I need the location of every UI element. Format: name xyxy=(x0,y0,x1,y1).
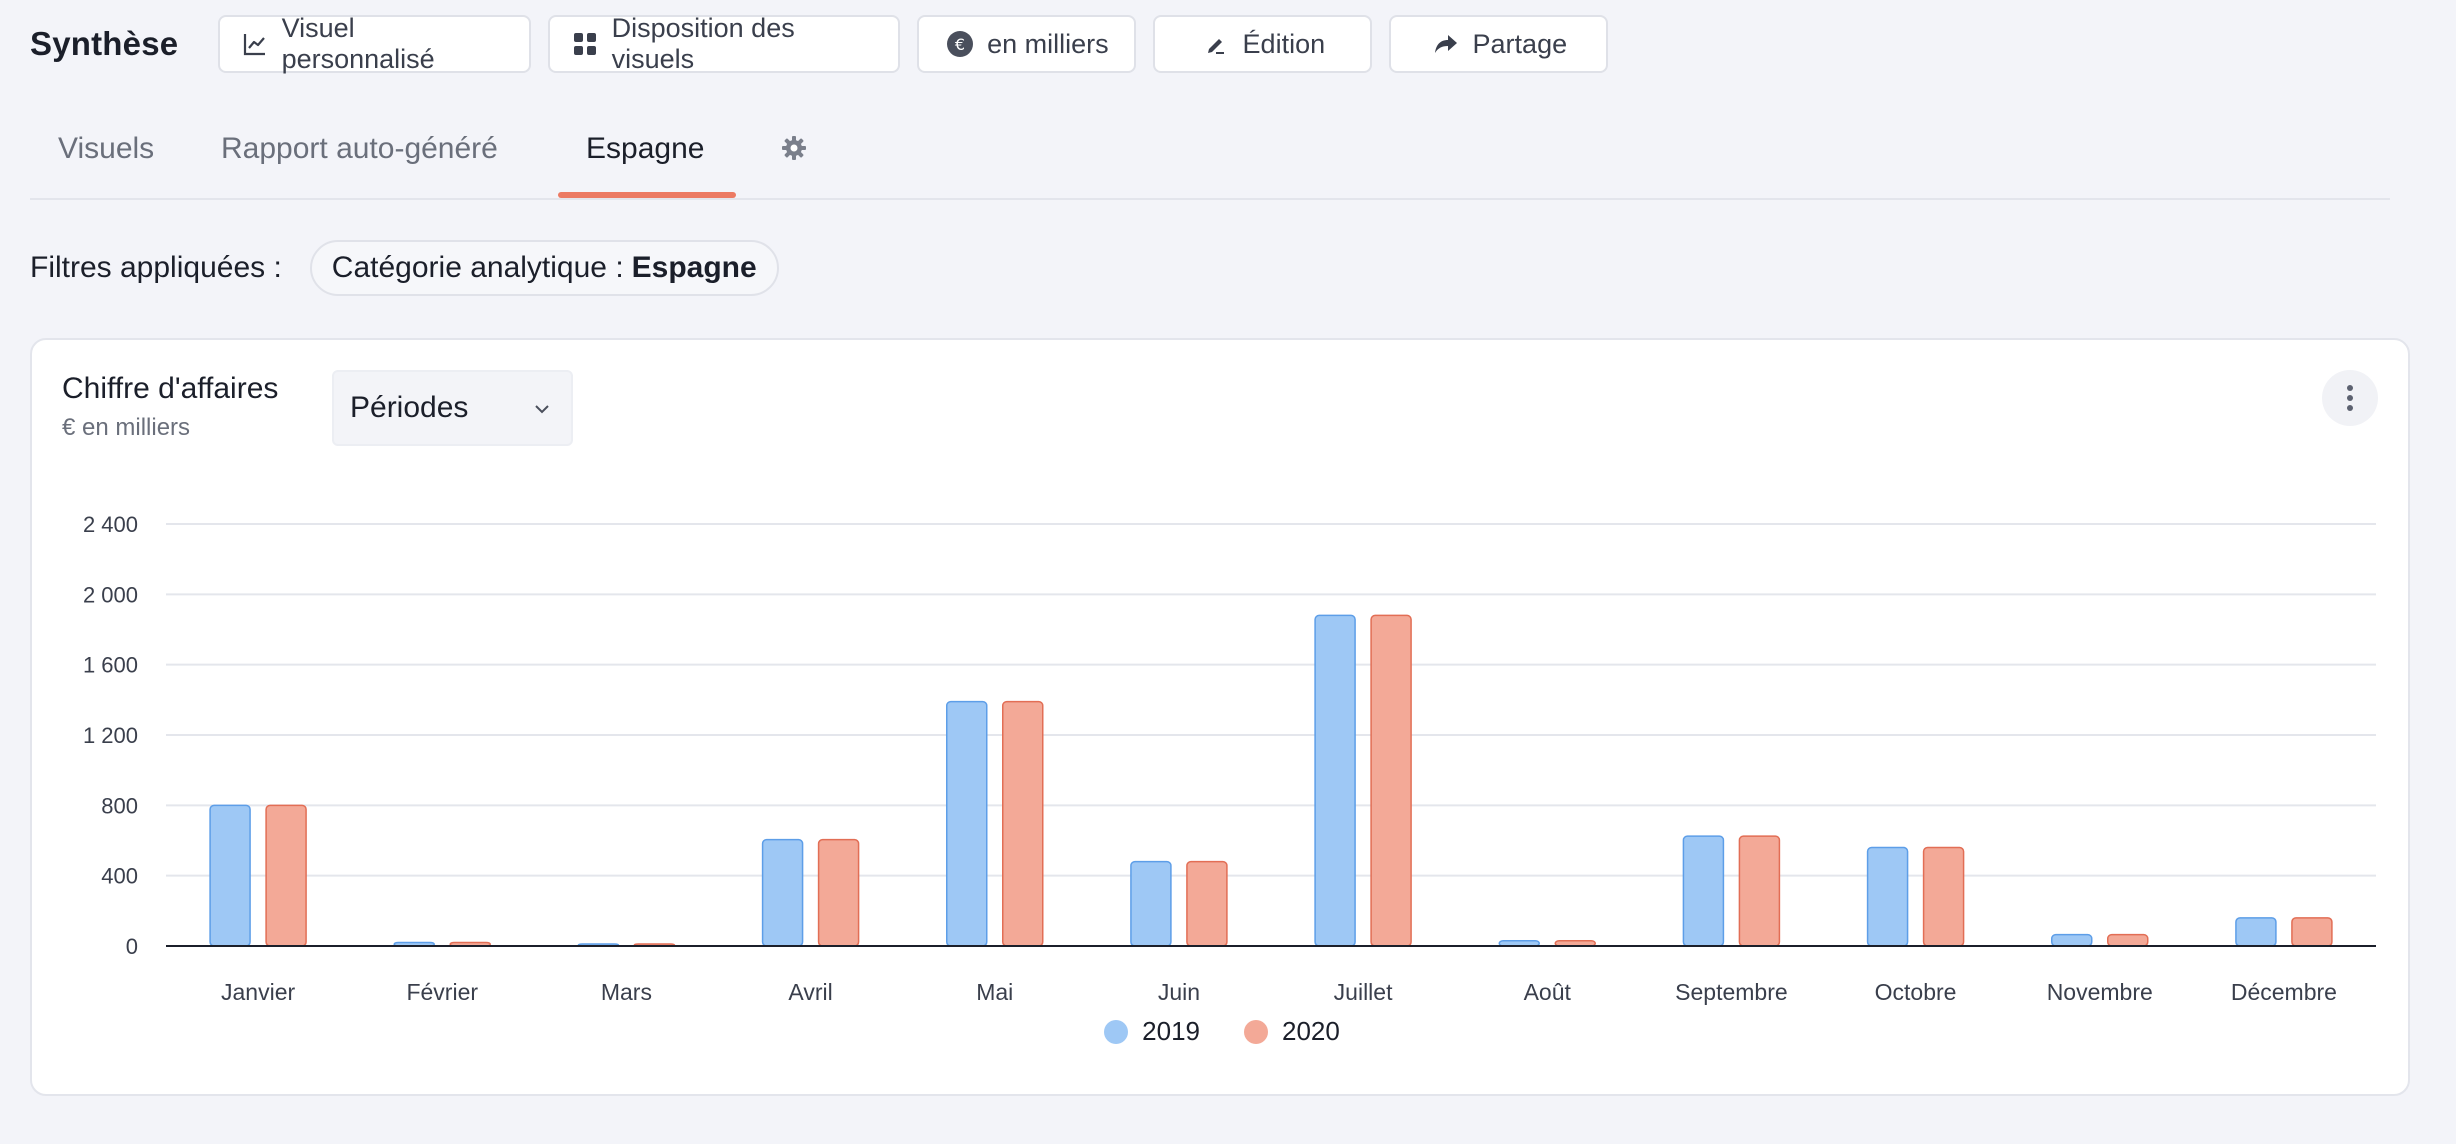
pen-icon xyxy=(1201,29,1231,59)
page-title: Synthèse xyxy=(30,25,179,62)
tab-espagne[interactable]: Espagne xyxy=(586,132,705,165)
revenue-card: Chiffre d'affaires € en milliers Période… xyxy=(30,338,2410,1096)
custom-visual-button[interactable]: Visuel personnalisé xyxy=(218,13,532,74)
x-tick-label: Juin xyxy=(1158,979,1200,1005)
filter-chip-key: Catégorie analytique : xyxy=(331,251,624,284)
bar-2019-5 xyxy=(946,700,988,947)
share-button[interactable]: Partage xyxy=(1389,15,1609,73)
card-subtitle: € en milliers xyxy=(62,414,191,441)
toolbar: Synthèse Visuel personnalisé Disposition… xyxy=(30,13,1625,74)
y-tick-label: 800 xyxy=(101,793,138,818)
x-tick-label: Janvier xyxy=(221,979,295,1005)
card-title: Chiffre d'affaires xyxy=(62,372,279,405)
bar-2020-7 xyxy=(1370,614,1412,947)
svg-text:€: € xyxy=(955,35,965,54)
active-tab-indicator xyxy=(558,192,736,198)
bar-2020-11 xyxy=(2107,933,2149,947)
x-tick-label: Avril xyxy=(788,979,832,1005)
bar-2019-4 xyxy=(761,838,804,947)
bar-2020-5 xyxy=(1002,700,1044,947)
filter-chip-value: Espagne xyxy=(631,251,757,284)
euro-icon: € xyxy=(945,29,975,59)
y-tick-label: 1 600 xyxy=(83,653,138,678)
grid-icon xyxy=(570,29,599,59)
revenue-bar-chart: 0 400 800 1 200 1 600 2 000 2 400 Janvier Févrie… xyxy=(83,512,2376,1005)
y-tick-label: 400 xyxy=(101,864,138,889)
x-tick-label: Mars xyxy=(601,979,652,1005)
share-label: Partage xyxy=(1472,28,1568,59)
legend-item-2019[interactable]: 2019 xyxy=(1104,1016,1200,1047)
chart-legend: 2019 2020 xyxy=(32,1016,2412,1047)
legend-label-2019: 2019 xyxy=(1142,1016,1200,1046)
bar-2019-1 xyxy=(209,804,251,947)
x-tick-label: Mai xyxy=(976,979,1013,1005)
edit-button[interactable]: Édition xyxy=(1153,15,1373,73)
x-tick-label: Septembre xyxy=(1675,979,1788,1005)
bar-2020-4 xyxy=(817,838,860,947)
legend-item-2020[interactable]: 2020 xyxy=(1244,1016,1340,1047)
units-thousands-button[interactable]: € en milliers xyxy=(917,15,1137,73)
bar-2019-10 xyxy=(1866,846,1909,947)
bar-2019-6 xyxy=(1130,860,1172,947)
filter-chip[interactable]: Catégorie analytique : Espagne xyxy=(309,240,779,296)
bar-2020-6 xyxy=(1186,860,1228,947)
filters-label: Filtres appliquées : xyxy=(30,251,282,284)
x-tick-label: Février xyxy=(406,979,478,1005)
gear-icon[interactable] xyxy=(780,134,810,164)
bar-2019-7 xyxy=(1314,614,1356,947)
period-select-value: Périodes xyxy=(350,391,469,424)
bar-2019-9 xyxy=(1682,835,1725,947)
bar-2020-12 xyxy=(2291,917,2333,947)
chart-line-icon xyxy=(240,29,269,59)
y-tick-label: 0 xyxy=(126,934,138,959)
edit-label: Édition xyxy=(1242,28,1326,59)
period-select[interactable]: Périodes xyxy=(332,370,573,446)
visual-layout-label: Disposition des visuels xyxy=(611,13,795,74)
legend-dot-2020 xyxy=(1244,1019,1268,1044)
tab-visuels[interactable]: Visuels xyxy=(58,132,155,165)
x-tick-label: Octobre xyxy=(1875,979,1957,1005)
legend-label-2020: 2020 xyxy=(1282,1016,1340,1046)
y-tick-label: 2 000 xyxy=(83,582,138,607)
bar-2020-10 xyxy=(1922,846,1965,947)
x-tick-label: Juillet xyxy=(1334,979,1393,1005)
y-tick-label: 2 400 xyxy=(83,512,138,537)
x-tick-label: Décembre xyxy=(2231,979,2337,1005)
legend-dot-2019 xyxy=(1104,1019,1129,1044)
tab-bar: Visuels Rapport auto-généré Espagne xyxy=(30,120,2390,200)
share-icon xyxy=(1431,29,1461,59)
applied-filters: Filtres appliquées : Catégorie analytiqu… xyxy=(30,240,779,296)
units-thousands-label: en milliers xyxy=(987,28,1109,59)
bar-2019-12 xyxy=(2235,917,2277,947)
chevron-down-icon xyxy=(535,405,549,414)
tab-rapport-auto-genere[interactable]: Rapport auto-généré xyxy=(221,132,498,165)
bar-2020-1 xyxy=(265,804,307,947)
y-tick-label: 1 200 xyxy=(83,723,138,748)
x-tick-label: Août xyxy=(1524,979,1572,1005)
visual-layout-button[interactable]: Disposition des visuels xyxy=(548,13,901,74)
custom-visual-label: Visuel personnalisé xyxy=(281,13,435,74)
x-tick-label: Novembre xyxy=(2047,979,2153,1005)
bar-2019-11 xyxy=(2051,933,2093,947)
bar-2020-9 xyxy=(1738,835,1781,947)
kebab-icon[interactable] xyxy=(2322,370,2378,426)
